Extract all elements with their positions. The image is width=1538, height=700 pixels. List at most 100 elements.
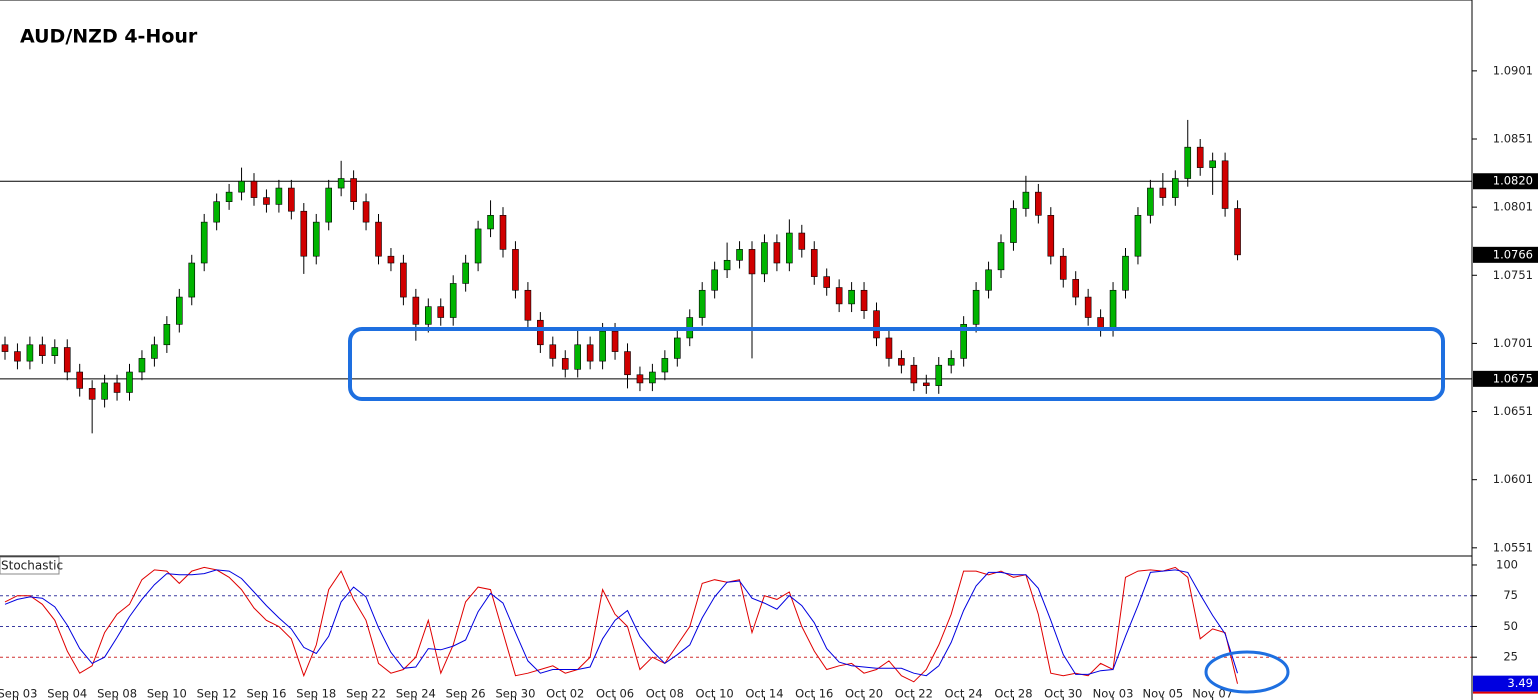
candle-body bbox=[387, 255, 395, 264]
candle-body bbox=[636, 374, 644, 384]
candle-body bbox=[512, 249, 519, 291]
candle-body bbox=[586, 344, 594, 362]
x-tick-label: Sep 16 bbox=[246, 687, 286, 700]
candle-body bbox=[1209, 160, 1216, 168]
x-tick-label: Oct 20 bbox=[845, 687, 883, 700]
candle-body bbox=[238, 180, 245, 193]
y-tick-label: 25 bbox=[1503, 650, 1518, 664]
x-tick-label: Sep 26 bbox=[446, 687, 486, 700]
oversold-circle bbox=[1204, 650, 1290, 694]
x-tick-label: Oct 02 bbox=[546, 687, 584, 700]
candle-body bbox=[1097, 317, 1104, 329]
candle-body bbox=[661, 358, 669, 373]
candle-body bbox=[537, 319, 544, 346]
stochastic-line bbox=[4, 569, 1238, 677]
x-tick-label: Sep 18 bbox=[296, 687, 336, 700]
candle-body bbox=[810, 249, 818, 277]
candle-body bbox=[312, 221, 320, 257]
level-label: 1.0820 bbox=[1493, 174, 1533, 188]
y-tick-label: 1.0851 bbox=[1493, 132, 1533, 146]
candle-body bbox=[1084, 296, 1092, 318]
x-tick-label: Sep 08 bbox=[97, 687, 137, 700]
candle-body bbox=[1010, 208, 1017, 243]
candle-body bbox=[1, 344, 9, 352]
x-tick-label: Sep 12 bbox=[197, 687, 237, 700]
candle-body bbox=[487, 215, 494, 230]
x-tick-label: Sep 22 bbox=[346, 687, 386, 700]
candle-body bbox=[375, 221, 382, 257]
x-tick-label: Oct 24 bbox=[945, 687, 983, 700]
candle-body bbox=[350, 178, 357, 202]
candle-body bbox=[126, 371, 133, 393]
candle-body bbox=[437, 306, 445, 318]
level-label-box bbox=[1473, 370, 1538, 387]
candle-body bbox=[263, 197, 270, 205]
candle-body bbox=[561, 358, 569, 370]
candle-body bbox=[885, 337, 893, 359]
candle-body bbox=[300, 210, 308, 257]
x-tick-label: Sep 04 bbox=[47, 687, 87, 700]
x-tick-label: Nov 05 bbox=[1142, 687, 1183, 700]
y-tick-label: 1.0601 bbox=[1493, 472, 1533, 486]
candle-body bbox=[188, 262, 196, 298]
y-tick-label: 100 bbox=[1496, 557, 1518, 571]
candle-body bbox=[835, 287, 843, 305]
candle-body bbox=[14, 351, 21, 362]
candle-body bbox=[985, 269, 992, 291]
last-value-box bbox=[1473, 675, 1538, 692]
candle-body bbox=[39, 344, 46, 356]
candle-body bbox=[649, 371, 656, 384]
candle-body bbox=[288, 187, 295, 212]
x-tick-label: Oct 10 bbox=[696, 687, 734, 700]
candle-body bbox=[624, 351, 631, 376]
candle-body bbox=[1059, 255, 1067, 280]
candle-body bbox=[1234, 208, 1241, 256]
y-tick-label: 75 bbox=[1503, 588, 1518, 602]
candle-body bbox=[163, 324, 171, 346]
x-tick-label: Oct 30 bbox=[1044, 687, 1082, 700]
candle-body bbox=[773, 242, 781, 264]
stochastic-line bbox=[4, 566, 1238, 684]
candle-body bbox=[325, 187, 333, 223]
x-tick-label: Nov 07 bbox=[1192, 687, 1233, 700]
y-tick-label: 1.0551 bbox=[1493, 540, 1533, 554]
candle-body bbox=[1159, 187, 1167, 198]
candle-body bbox=[673, 337, 681, 359]
candle-body bbox=[449, 283, 457, 318]
y-tick-label: 1.0751 bbox=[1493, 268, 1533, 282]
candle-body bbox=[76, 371, 83, 389]
candle-body bbox=[63, 347, 71, 373]
candle-body bbox=[1147, 187, 1154, 216]
candle-body bbox=[1172, 178, 1179, 198]
candle-body bbox=[1072, 279, 1079, 298]
candle-body bbox=[1035, 191, 1042, 216]
candle-body bbox=[26, 344, 34, 362]
candle-body bbox=[213, 201, 220, 223]
support-zone-box bbox=[348, 327, 1445, 401]
candle-body bbox=[88, 388, 96, 400]
candle-body bbox=[1196, 146, 1204, 168]
candle-body bbox=[798, 232, 806, 250]
plot-layer: 1.0551 1.0601 1.0651 1.0701 1.0751 1.0801 1.08… bbox=[0, 63, 1538, 700]
candle-body bbox=[1184, 146, 1192, 179]
y-tick-label: 1.0651 bbox=[1493, 404, 1533, 418]
candle-body bbox=[250, 180, 258, 198]
pane-label-box bbox=[0, 556, 60, 575]
candle-body bbox=[1022, 191, 1030, 209]
candle-body bbox=[748, 249, 756, 275]
candle-body bbox=[574, 344, 582, 370]
candle-body bbox=[524, 289, 532, 321]
candle-body bbox=[922, 382, 930, 386]
candle-body bbox=[997, 242, 1005, 271]
candle-body bbox=[935, 364, 943, 386]
candle-body bbox=[138, 358, 146, 373]
candle-body bbox=[860, 289, 868, 312]
x-tick-label: Sep 10 bbox=[147, 687, 187, 700]
candle-body bbox=[848, 289, 855, 305]
candle-body bbox=[611, 330, 619, 352]
candle-body bbox=[362, 201, 370, 223]
candle-body bbox=[723, 259, 731, 271]
candle-body bbox=[947, 358, 955, 366]
x-tick-label: Oct 14 bbox=[745, 687, 783, 700]
